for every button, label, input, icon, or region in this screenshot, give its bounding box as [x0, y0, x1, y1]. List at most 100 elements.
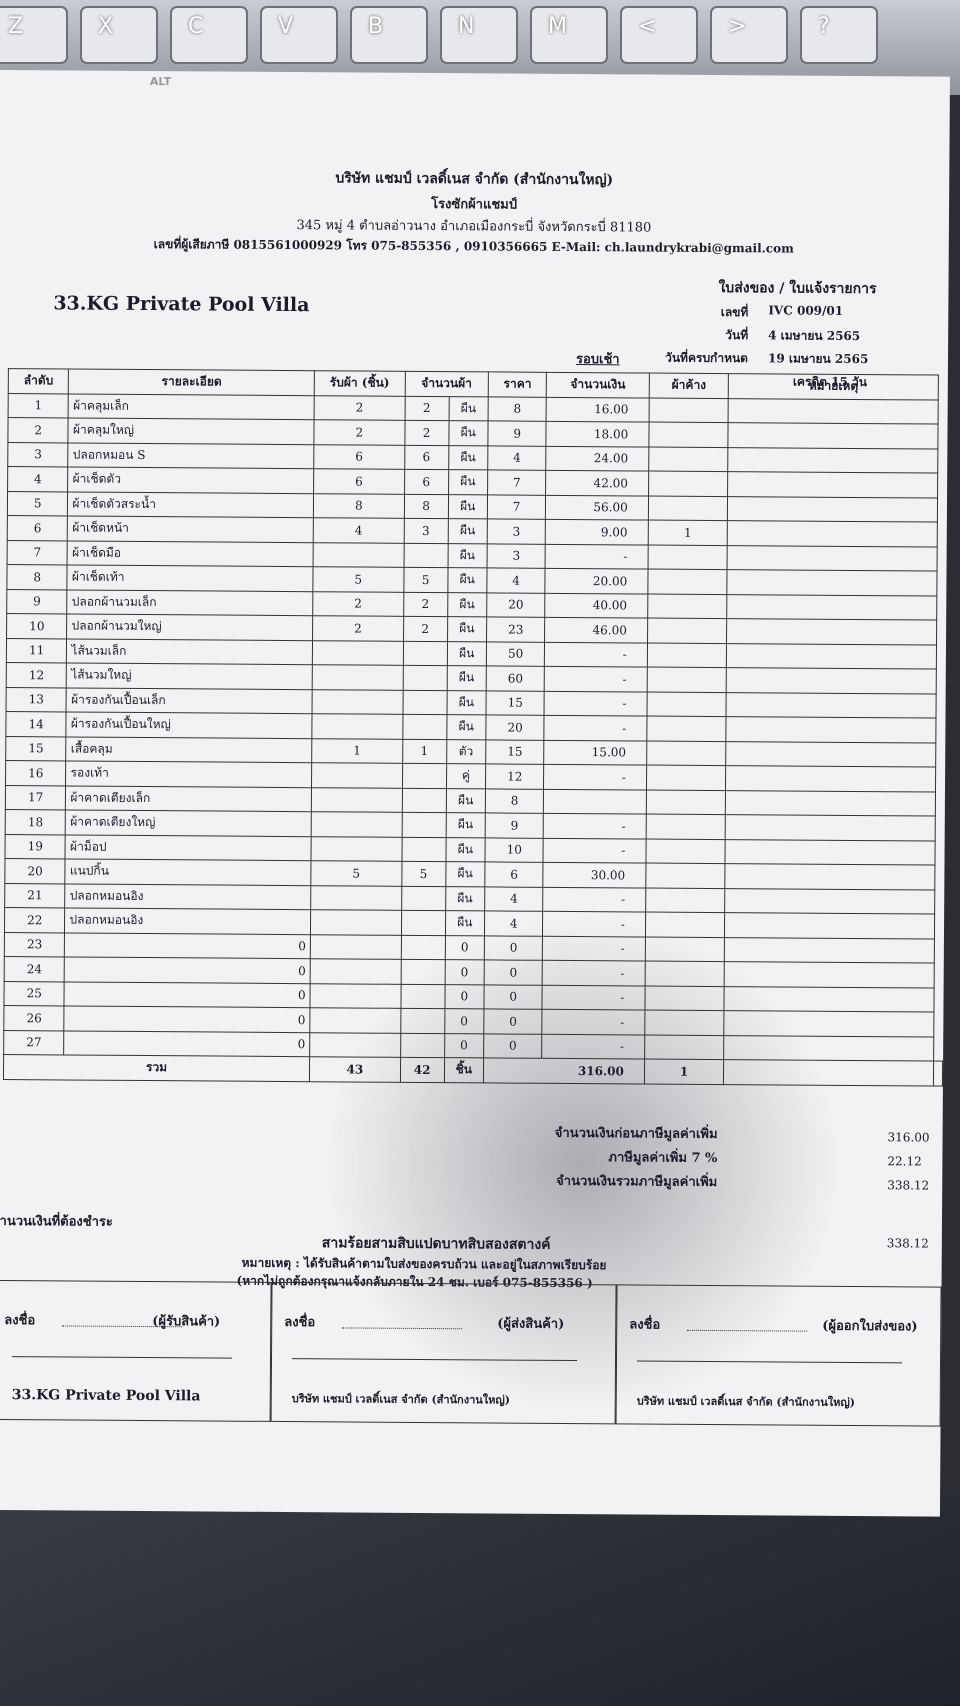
note-cell — [725, 814, 936, 841]
table-cell — [310, 885, 402, 911]
bracket-line — [12, 1356, 233, 1359]
summary-label: จำนวนเงินก่อนภาษีมูลค่าเพิ่ม — [554, 1125, 718, 1143]
document-type: ใบส่งของ / ใบแจ้งรายการ — [718, 280, 877, 298]
table-cell: ผืน — [445, 788, 486, 813]
table-cell: - — [542, 935, 646, 962]
table-cell: 18 — [5, 809, 66, 835]
table-cell — [311, 811, 402, 837]
column-header: ผ้าค้าง — [649, 373, 729, 399]
note-cell — [728, 447, 938, 474]
table-cell: 23 — [4, 932, 65, 957]
table-cell: 15 — [485, 690, 545, 716]
table-cell — [645, 838, 726, 864]
table-cell: ผ้ารองกันเปื้อนเล็ก — [66, 687, 313, 714]
table-cell: ผืน — [446, 690, 487, 715]
table-cell: 14 — [5, 711, 67, 737]
keyboard-key: > — [710, 6, 788, 64]
table-cell — [648, 397, 729, 423]
table-cell: 0 — [64, 956, 311, 984]
table-cell — [648, 422, 729, 448]
table-cell: 0 — [444, 1033, 484, 1058]
signature-org: บริษัท แชมป์ เวลดิ์เนส จำกัด (สำนักงานให… — [636, 1394, 856, 1410]
note-cell — [726, 716, 936, 743]
meta-value: IVC 009/01 — [768, 303, 844, 318]
summary-value: 338.12 — [887, 1178, 930, 1193]
table-cell: ไส้นวมใหญ่ — [66, 662, 313, 690]
table-cell — [310, 958, 401, 984]
table-cell: 0 — [484, 935, 543, 961]
table-cell: ผืน — [447, 518, 488, 544]
table-cell: 8 — [487, 396, 547, 422]
note-cell — [728, 398, 939, 425]
table-cell — [311, 836, 402, 862]
signature-box: ลงชื่อ (ผู้ออกใบส่งของ) บริษัท แชมป์ เวลดิ… — [615, 1284, 942, 1427]
table-cell: 60 — [486, 665, 545, 691]
table-cell: ผ้าคลุมเล็ก — [68, 393, 315, 420]
table-cell: 10 — [484, 837, 544, 863]
table-cell: ผืน — [445, 910, 485, 936]
total-row: รวม 43 42 ชิ้น 316.00 1 — [3, 1054, 943, 1086]
table-cell: - — [544, 690, 647, 717]
table-cell: 9 — [485, 812, 544, 838]
table-cell: ปลอกผ้านวมเล็ก — [67, 589, 313, 616]
table-cell — [647, 642, 727, 668]
table-cell: ผ้าม็อป — [65, 834, 312, 861]
table-cell: 6 — [484, 861, 544, 887]
table-cell: ผืน — [448, 469, 488, 495]
table-cell: 7 — [7, 540, 68, 565]
table-cell: 2 — [312, 591, 404, 617]
table-cell: ปลอกหมอนอิง — [64, 907, 311, 935]
table-cell: 0 — [444, 984, 485, 1009]
table-cell: ผืน — [447, 616, 487, 642]
table-cell: 16 — [5, 760, 67, 786]
note-cell — [726, 643, 937, 670]
table-cell — [648, 471, 729, 497]
signature-line — [342, 1327, 463, 1330]
table-cell: 1 — [402, 738, 447, 764]
table-cell: 1 — [311, 738, 403, 764]
note-cell — [727, 545, 938, 572]
table-cell: 2 — [404, 420, 449, 446]
table-cell — [648, 446, 729, 472]
note-cell — [724, 961, 935, 988]
table-cell: - — [544, 666, 648, 692]
key-label: ALT — [149, 75, 172, 89]
table-cell: - — [543, 886, 646, 913]
table-cell: 5 — [403, 567, 448, 593]
table-cell — [647, 618, 728, 644]
company-name: บริษัท แชมป์ เวลดิ์เนส จำกัด (สำนักงานให… — [335, 170, 614, 189]
signature-label: ลงชื่อ — [4, 1313, 36, 1329]
note-cell — [725, 741, 936, 768]
table-cell — [403, 542, 448, 568]
table-cell: ผ้าเช็ดมือ — [67, 540, 314, 567]
table-cell: 20 — [4, 858, 66, 884]
total-cell: 1 — [644, 1059, 724, 1085]
table-cell: ผ้าเช็ดตัวสระน้ำ — [67, 491, 314, 518]
table-cell: 7 — [487, 494, 547, 520]
keyboard-key: C — [170, 6, 248, 64]
table-cell: 26 — [3, 1005, 65, 1031]
signature-role: (ผู้รับสินค้า) — [152, 1314, 221, 1330]
table-cell — [401, 836, 446, 862]
table-cell: 21 — [4, 883, 66, 908]
table-cell: 16.00 — [546, 396, 650, 423]
items-table: ลำดับ รายละเอียด รับผ้า (ชิ้น) จำนวนผ้า ราคา… — [3, 368, 948, 1086]
signature-org: 33.KG Private Pool Villa — [11, 1387, 201, 1405]
note-cell — [724, 912, 935, 939]
table-cell: - — [542, 984, 645, 1011]
table-cell: รองเท้า — [65, 760, 312, 788]
table-cell: 0 — [483, 1008, 543, 1034]
summary-label: จำนวนเงินรวมภาษีมูลค่าเพิ่ม — [556, 1173, 718, 1191]
table-cell: ผืน — [448, 420, 488, 446]
table-cell: 4 — [487, 445, 547, 471]
table-cell — [543, 788, 647, 815]
table-cell: 6 — [7, 515, 68, 541]
table-cell: 4 — [484, 910, 544, 936]
table-cell — [644, 961, 725, 987]
table-cell: 40.00 — [545, 592, 648, 619]
table-cell — [400, 959, 445, 985]
table-cell — [645, 863, 726, 889]
note-cell — [727, 520, 938, 547]
table-cell: 6 — [404, 444, 449, 470]
note-cell — [725, 839, 936, 866]
